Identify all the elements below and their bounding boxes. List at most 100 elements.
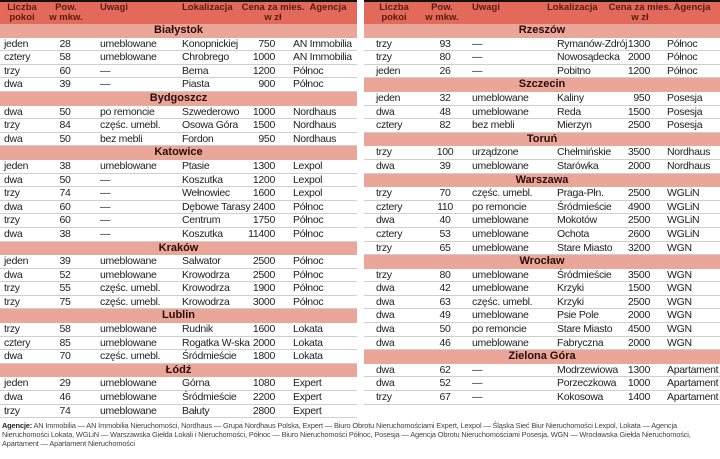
cell-agency: Lexpol: [293, 187, 323, 200]
cell-price: 1300: [627, 363, 650, 376]
cell-notes: —: [100, 200, 111, 213]
column-header-price: Cena za mies. w zł: [608, 2, 672, 23]
table-row: jeden 29 umeblowane Górna 1080 Expert: [0, 377, 357, 392]
cell-agency: WGN: [667, 282, 692, 295]
cell-agency: Lokata: [293, 336, 323, 349]
cell-rooms: trzy: [4, 404, 20, 417]
cell-location: Salwator: [182, 255, 221, 268]
cell-area: 26: [439, 64, 451, 77]
cell-price: 750: [258, 37, 275, 50]
cell-agency: AN Immobilia: [293, 51, 352, 64]
cell-area: 63: [439, 295, 451, 308]
table-row: trzy 70 częśc. umebl. Praga-Płn. 2500 WGLiN: [364, 187, 720, 201]
cell-area: 39: [439, 159, 451, 172]
cell-agency: WGN: [667, 241, 692, 254]
cell-rooms: cztery: [376, 200, 403, 213]
cell-rooms: jeden: [376, 64, 401, 77]
cell-area: 60: [59, 64, 71, 77]
cell-notes: umeblowane: [472, 105, 529, 118]
column-header-rooms: Liczba pokoi: [379, 2, 409, 23]
cell-location: Piasta: [182, 78, 210, 91]
cell-notes: umeblowane: [100, 336, 157, 349]
table-row: dwa 60 — Dębowe Tarasy 2400 Północ: [0, 201, 357, 215]
cell-notes: częśc. umebl.: [100, 119, 161, 132]
cell-agency: Lexpol: [293, 159, 323, 172]
table-row: jeden 32 umeblowane Kaliny 950 Posesja: [364, 92, 720, 106]
listings-table-left: Liczba pokoi Pow. w mkw. Uwagi Lokalizacja C…: [0, 0, 357, 419]
cell-rooms: jeden: [4, 377, 29, 390]
cell-agency: WGN: [667, 336, 692, 349]
column-header-location: Lokalizacja: [547, 2, 598, 13]
cell-area: 50: [59, 132, 71, 145]
cell-location: Bałuty: [182, 404, 210, 417]
cell-location: Nowosądecka: [557, 51, 620, 64]
cell-notes: umeblowane: [100, 51, 157, 64]
cell-agency: WGLiN: [667, 187, 700, 200]
city-section-header: Kraków: [0, 241, 357, 256]
table-header: Liczba pokoi Pow. w mkw. Uwagi Lokalizacja C…: [0, 2, 357, 24]
cell-location: Chrobrego: [182, 51, 229, 64]
cell-location: Modrzewiowa: [557, 363, 618, 376]
cell-location: Mierzyn: [557, 119, 592, 132]
cell-price: 2200: [252, 391, 275, 404]
table-row: trzy 93 — Rymanów-Zdrój 1300 Północ: [364, 38, 720, 52]
cell-rooms: trzy: [376, 391, 392, 404]
cell-rooms: dwa: [4, 391, 23, 404]
cell-area: 42: [439, 282, 451, 295]
cell-price: 1900: [252, 282, 275, 295]
cell-rooms: dwa: [4, 173, 23, 186]
table-row: trzy 55 częśc. umebl. Krowodrza 1900 Północ: [0, 282, 357, 296]
cell-notes: częśc. umebl.: [100, 282, 161, 295]
table-row: dwa 50 po remoncie Szwederowo 1000 Nordhaus: [0, 106, 357, 120]
table-row: dwa 38 — Koszutka 11400 Północ: [0, 228, 357, 242]
cell-notes: częśc. umebl.: [100, 295, 161, 308]
cell-agency: Północ: [293, 282, 324, 295]
table-row: trzy 60 — Bema 1200 Północ: [0, 65, 357, 79]
cell-price: 3500: [627, 146, 650, 159]
cell-rooms: cztery: [376, 119, 403, 132]
cell-notes: umeblowane: [472, 309, 529, 322]
column-header-price: Cena za mies. w zł: [241, 2, 305, 23]
cell-location: Mokotów: [557, 214, 597, 227]
cell-notes: —: [472, 64, 483, 77]
cell-price: 2000: [627, 309, 650, 322]
cell-location: Koszutka: [182, 227, 223, 240]
cell-location: Śródmieście: [557, 200, 612, 213]
cell-rooms: dwa: [4, 268, 23, 281]
table-row: jeden 39 umeblowane Salwator 2500 Północ: [0, 255, 357, 269]
cell-notes: —: [100, 173, 111, 186]
table-row: trzy 60 — Centrum 1750 Północ: [0, 214, 357, 228]
cell-area: 39: [59, 255, 71, 268]
table-row: jeden 26 — Pobitno 1200 Północ: [364, 65, 720, 79]
cell-area: 84: [59, 119, 71, 132]
cell-rooms: dwa: [4, 78, 23, 91]
table-row: dwa 48 umeblowane Reda 1500 Posesja: [364, 106, 720, 120]
cell-rooms: cztery: [376, 227, 403, 240]
cell-price: 1500: [627, 105, 650, 118]
cell-agency: Nordhaus: [293, 105, 337, 118]
cell-rooms: trzy: [376, 51, 392, 64]
column-header-notes: Uwagi: [472, 2, 500, 13]
cell-agency: Expert: [293, 404, 322, 417]
cell-area: 80: [439, 268, 451, 281]
table-row: dwa 50 — Koszutka 1200 Lexpol: [0, 174, 357, 188]
cell-rooms: dwa: [376, 309, 395, 322]
table-row: trzy 80 — Nowosądecka 2000 Północ: [364, 51, 720, 65]
cell-area: 38: [59, 159, 71, 172]
cell-location: Rogatka W-ska: [182, 336, 250, 349]
cell-agency: Posesja: [667, 105, 703, 118]
column-header-area: Pow. w mkw.: [425, 2, 459, 23]
cell-area: 55: [59, 282, 71, 295]
cell-area: 48: [439, 105, 451, 118]
cell-area: 50: [59, 105, 71, 118]
cell-notes: po remoncie: [100, 105, 155, 118]
cell-agency: Nordhaus: [667, 146, 711, 159]
cell-agency: Nordhaus: [293, 132, 337, 145]
cell-location: Centrum: [182, 214, 221, 227]
cell-location: Dębowe Tarasy: [182, 200, 251, 213]
cell-location: Kaliny: [557, 91, 584, 104]
cell-area: 46: [59, 391, 71, 404]
table-row: jeden 38 umeblowane Ptasie 1300 Lexpol: [0, 160, 357, 174]
cell-area: 29: [59, 377, 71, 390]
cell-price: 1300: [252, 159, 275, 172]
